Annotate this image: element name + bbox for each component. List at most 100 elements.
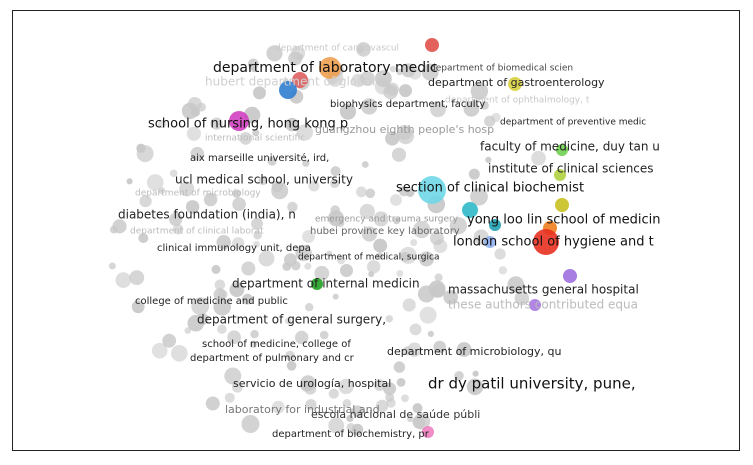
bubble <box>383 382 397 396</box>
node-label: yong loo lin school of medicin <box>467 213 661 228</box>
bubble <box>330 166 341 177</box>
bubble <box>266 45 283 62</box>
bubble <box>319 330 329 340</box>
bubble <box>434 273 443 282</box>
bubble <box>214 279 226 291</box>
bubble <box>385 315 393 323</box>
bubble <box>531 150 546 166</box>
bubble <box>290 45 306 61</box>
bubble <box>253 241 260 248</box>
node-label: department of biomedical scien <box>430 64 573 74</box>
node-label: department of pulmonary and cr <box>190 353 355 364</box>
bubble <box>428 280 446 298</box>
bubble <box>186 126 201 141</box>
bubble <box>227 330 241 345</box>
node-label: hubei province key laboratory <box>310 226 460 237</box>
bubble <box>285 117 299 132</box>
bubble <box>400 251 411 262</box>
bubble <box>399 84 412 98</box>
bubble <box>407 415 414 423</box>
bubble <box>468 168 480 180</box>
frame <box>12 10 740 451</box>
node-label: department of ophthalmology, t <box>445 96 590 106</box>
bubble <box>351 73 366 88</box>
node-label: clinical immunology unit, depa <box>157 243 311 254</box>
node-label: department of medical, surgica <box>298 253 439 263</box>
bubble <box>419 251 434 267</box>
bubble <box>346 414 354 422</box>
colored-bubble <box>422 426 434 438</box>
colored-bubble <box>311 278 323 290</box>
node-label: department of general surgery, <box>197 313 386 327</box>
colored-bubble <box>556 144 568 156</box>
bubble <box>433 340 447 354</box>
bubble <box>368 271 375 278</box>
bubble <box>305 303 314 312</box>
bubble <box>241 415 260 433</box>
bubble <box>179 181 195 197</box>
colored-bubble <box>563 269 577 283</box>
bubble <box>184 327 192 334</box>
bubble <box>258 176 268 186</box>
bubble <box>396 68 403 76</box>
bubble <box>393 217 401 225</box>
bubble <box>470 187 488 206</box>
bubble <box>295 244 312 262</box>
node-label: department of preventive medic <box>500 118 646 128</box>
bubble <box>284 317 292 324</box>
bubble <box>267 156 277 166</box>
bubble <box>433 239 448 254</box>
bubble <box>361 161 369 168</box>
bubble <box>330 178 340 188</box>
bubble <box>365 188 376 199</box>
bubble <box>232 189 241 198</box>
node-label: these authors contributed equa <box>448 298 638 312</box>
bubble <box>398 186 410 197</box>
bubble <box>126 178 133 185</box>
node-label: department of microbiology <box>135 189 261 199</box>
bubble <box>336 255 346 265</box>
bubble <box>413 221 431 239</box>
bubble <box>224 392 235 403</box>
bubble <box>185 200 200 214</box>
bubble <box>421 63 439 81</box>
bubble <box>402 298 416 312</box>
colored-bubble <box>533 229 559 255</box>
bubble <box>231 381 243 393</box>
bubble <box>287 201 298 213</box>
node-label: servicio de urología, hospital <box>233 377 391 390</box>
bubble <box>203 192 218 207</box>
bubble <box>336 219 345 227</box>
bubble <box>229 282 245 298</box>
bubble <box>498 266 508 275</box>
bubble <box>359 203 375 220</box>
bubble <box>393 361 406 373</box>
bubble <box>271 182 289 200</box>
bubble <box>302 230 315 243</box>
node-label: london school of hygiene and t <box>453 235 654 250</box>
bubble <box>389 65 397 73</box>
bubble <box>494 248 506 260</box>
node-label: college of medicine and public <box>135 296 288 307</box>
bubble <box>162 333 177 348</box>
node-label: aix marseille université, ird, <box>190 152 329 164</box>
bubble <box>396 378 406 387</box>
bubble <box>232 197 246 211</box>
bubble <box>410 239 418 246</box>
bubble <box>151 342 168 359</box>
bubble <box>391 147 407 162</box>
colored-bubble <box>555 198 569 212</box>
node-label: escola nacional de saúde públi <box>311 408 480 421</box>
bubble <box>187 97 202 111</box>
colored-bubble <box>554 169 566 181</box>
bubble <box>218 289 228 299</box>
colored-bubble <box>462 202 478 218</box>
node-label: section of clinical biochemist <box>396 181 584 196</box>
bubble <box>419 306 437 324</box>
bubble <box>131 300 145 314</box>
bubble <box>375 70 392 87</box>
bubble <box>328 417 345 434</box>
bubble <box>351 405 364 418</box>
node-label: hubert department of global <box>205 75 375 89</box>
